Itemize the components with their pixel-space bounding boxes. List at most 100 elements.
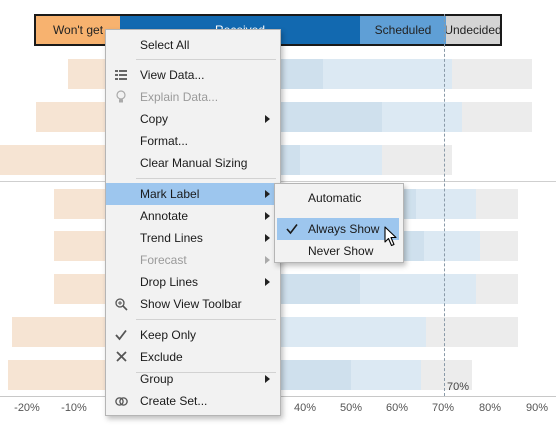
menu-item-label: View Data... — [140, 68, 205, 82]
axis-tick-label: 60% — [385, 402, 409, 414]
menu-item-forecast[interactable]: Forecast — [106, 249, 280, 271]
menu-item-exclude[interactable]: Exclude — [106, 346, 280, 368]
menu-item-trend-lines[interactable]: Trend Lines — [106, 227, 280, 249]
axis-tick-label: 40% — [293, 402, 317, 414]
menu-item-annotate[interactable]: Annotate — [106, 205, 280, 227]
color-legend: Won't get Received Scheduled Undecided — [34, 14, 502, 46]
submenu-item-label: Automatic — [308, 191, 362, 205]
axis-tick-label: 90% — [525, 402, 549, 414]
bar-scheduled[interactable] — [382, 102, 462, 132]
menu-item-label: Show View Toolbar — [140, 297, 242, 311]
menu-item-label: Annotate — [140, 209, 189, 223]
submenu-arrow-icon — [265, 234, 270, 242]
submenu-arrow-icon — [265, 190, 270, 198]
lightbulb-icon — [113, 88, 129, 106]
menu-item-keep-only[interactable]: Keep Only — [106, 324, 280, 346]
menu-item-label: Exclude — [140, 350, 183, 364]
axis-tick-label: -20% — [14, 402, 40, 414]
bar-scheduled[interactable] — [280, 317, 426, 347]
bar-wont-get[interactable] — [54, 231, 110, 261]
bar-received[interactable] — [402, 231, 424, 261]
legend-undecided[interactable]: Undecided — [446, 16, 500, 44]
bar-undecided[interactable] — [462, 102, 532, 132]
bar-wont-get[interactable] — [12, 317, 110, 347]
menu-item-format[interactable]: Format... — [106, 130, 280, 152]
bar-received[interactable] — [280, 274, 360, 304]
mark-label-submenu: Automatic Always Show Never Show — [274, 183, 404, 263]
menu-item-view-data[interactable]: View Data... — [106, 64, 280, 86]
bar-undecided[interactable] — [476, 189, 518, 219]
checkmark-icon — [286, 220, 298, 238]
menu-item-show-view-toolbar[interactable]: Show View Toolbar — [106, 293, 280, 315]
bar-undecided[interactable] — [426, 317, 518, 347]
zoom-icon — [113, 295, 129, 313]
bar-received[interactable] — [402, 189, 416, 219]
bar-scheduled[interactable] — [323, 59, 452, 89]
legend-scheduled-label: Scheduled — [374, 23, 432, 37]
menu-item-label: Create Set... — [140, 394, 208, 408]
bar-scheduled[interactable] — [300, 145, 382, 175]
menu-item-label: Copy — [140, 112, 169, 126]
menu-item-label: Explain Data... — [140, 90, 219, 104]
bar-received[interactable] — [280, 145, 300, 175]
menu-item-explain-data[interactable]: Explain Data... — [106, 86, 280, 108]
submenu-item-always-show[interactable]: Always Show — [277, 218, 399, 240]
menu-item-label: Select All — [140, 38, 190, 52]
legend-undecided-label: Undecided — [446, 23, 500, 37]
x-icon — [113, 348, 129, 366]
bar-received[interactable] — [280, 102, 382, 132]
bar-scheduled[interactable] — [360, 274, 476, 304]
reference-line-label: 70% — [447, 381, 470, 393]
submenu-arrow-icon — [265, 256, 270, 264]
legend-wont-get-label: Won't get — [52, 23, 104, 37]
bar-wont-get[interactable] — [54, 189, 110, 219]
submenu-arrow-icon — [265, 375, 270, 383]
menu-item-drop-lines[interactable]: Drop Lines — [106, 271, 280, 293]
menu-item-label: Forecast — [140, 253, 187, 267]
bar-scheduled[interactable] — [351, 360, 421, 390]
menu-item-label: Group — [140, 372, 174, 386]
menu-item-label: Mark Label — [140, 187, 200, 201]
bar-undecided[interactable] — [452, 59, 532, 89]
bar-undecided[interactable] — [382, 145, 452, 175]
bar-undecided[interactable] — [476, 274, 518, 304]
submenu-item-never-show[interactable]: Never Show — [275, 240, 403, 262]
menu-item-copy[interactable]: Copy — [106, 108, 280, 130]
bar-wont-get[interactable] — [0, 145, 110, 175]
menu-item-group[interactable]: Group — [106, 368, 280, 390]
menu-item-label: Keep Only — [140, 328, 197, 342]
menu-item-mark-label[interactable]: Mark Label — [106, 183, 280, 205]
reference-line[interactable] — [444, 14, 445, 396]
menu-separator — [136, 319, 276, 320]
legend-scheduled[interactable]: Scheduled — [360, 16, 446, 44]
menu-item-clear-manual-sizing[interactable]: Clear Manual Sizing — [106, 152, 280, 174]
bar-scheduled[interactable] — [424, 231, 480, 261]
axis-tick-label: 50% — [339, 402, 363, 414]
submenu-arrow-icon — [265, 212, 270, 220]
bar-undecided[interactable] — [480, 231, 518, 261]
bar-wont-get[interactable] — [36, 102, 110, 132]
bar-undecided[interactable] — [421, 360, 472, 390]
submenu-item-label: Never Show — [308, 244, 374, 258]
submenu-item-automatic[interactable]: Automatic — [275, 187, 403, 209]
menu-separator — [136, 372, 276, 373]
context-menu: Select All View Data... Explain Data... … — [105, 29, 281, 416]
menu-item-select-all[interactable]: Select All — [106, 34, 280, 56]
menu-item-label: Format... — [140, 134, 189, 148]
table-icon — [113, 66, 129, 84]
bar-wont-get[interactable] — [68, 59, 110, 89]
bar-scheduled[interactable] — [416, 189, 476, 219]
mouse-pointer-icon — [384, 226, 400, 248]
bar-wont-get[interactable] — [54, 274, 110, 304]
checkmark-icon — [113, 326, 129, 344]
set-icon — [113, 392, 129, 410]
menu-item-label: Clear Manual Sizing — [140, 156, 248, 170]
submenu-item-label: Always Show — [308, 222, 380, 236]
bar-received[interactable] — [280, 360, 351, 390]
submenu-arrow-icon — [265, 115, 270, 123]
axis-tick-label: -10% — [61, 402, 87, 414]
menu-item-create-set[interactable]: Create Set... — [106, 390, 280, 412]
bar-wont-get[interactable] — [8, 360, 110, 390]
bar-received[interactable] — [280, 59, 323, 89]
